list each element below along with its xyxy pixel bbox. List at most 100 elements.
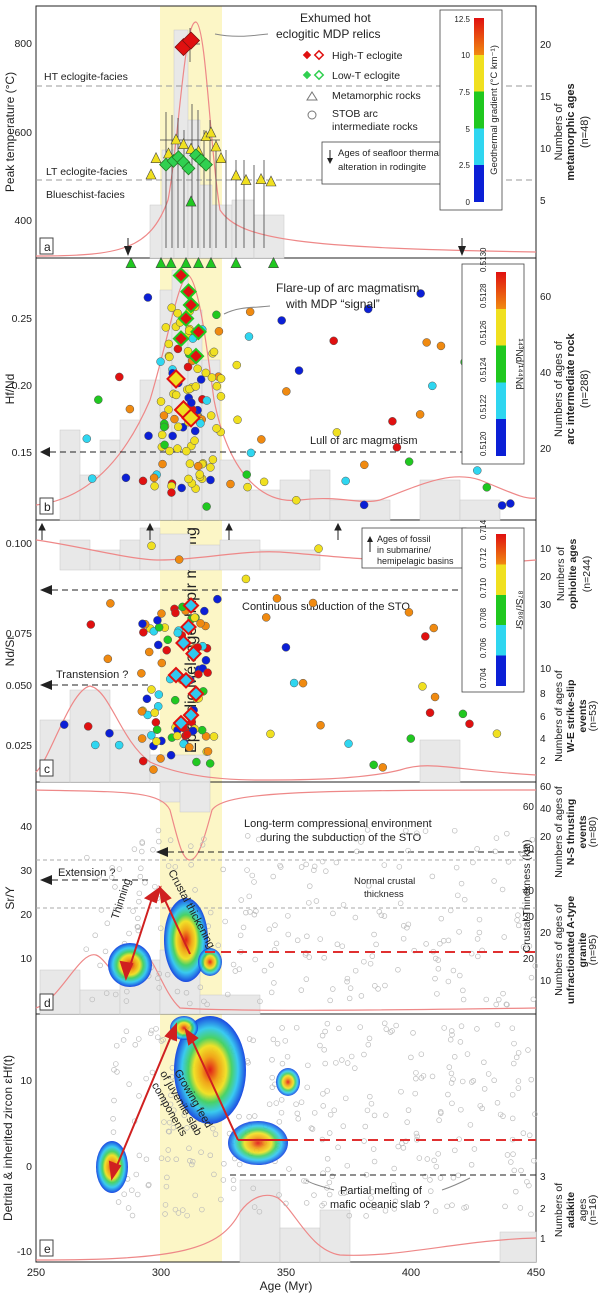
arc-rock-point	[233, 415, 242, 425]
sr-y-point	[298, 864, 305, 870]
ophiolite-point	[200, 606, 209, 616]
sr-y-point	[139, 840, 146, 846]
zircon-point	[170, 1124, 177, 1131]
sr-y-point	[313, 898, 320, 904]
panel-a-colorbar: 0 2.5 5 7.5 10 12.5 Geothermal gradient …	[439, 9, 503, 211]
sr-y-point	[167, 837, 174, 843]
sr-y-point	[515, 912, 521, 918]
sr-y-point	[474, 846, 480, 852]
metamorphic-point	[150, 151, 162, 163]
zircon-point	[269, 1057, 275, 1063]
sr-y-point	[225, 991, 231, 998]
zircon-point	[509, 1091, 516, 1098]
sr-y-point	[423, 941, 429, 947]
svg-text:0: 0	[466, 198, 471, 207]
sr-y-point	[432, 975, 438, 982]
arc-rock-point	[257, 435, 266, 444]
zircon-point	[515, 1085, 522, 1091]
svg-text:20: 20	[523, 954, 535, 965]
zircon-point	[192, 1192, 198, 1199]
svg-text:granite: granite	[577, 932, 589, 967]
zircon-point	[485, 1071, 492, 1077]
sr-y-point	[474, 936, 481, 942]
fossil-label-2: in submarine/	[377, 545, 432, 555]
metamorphic-point	[125, 256, 137, 268]
legend-thermal-2: alteration in rodingite	[338, 162, 426, 173]
svg-text:3: 3	[540, 1172, 546, 1183]
arc-rock-point	[182, 446, 191, 456]
arc-rock-point	[165, 352, 174, 362]
ophiolite-point	[316, 720, 325, 730]
metamorphic-point	[170, 133, 182, 145]
zircon-point	[448, 1028, 455, 1034]
zircon-point	[184, 1125, 190, 1131]
sr-y-point	[327, 997, 333, 1004]
sr-y-point	[354, 848, 360, 855]
arc-rock-point	[160, 440, 169, 450]
zircon-point	[324, 1020, 331, 1027]
low-t-eclogite-point	[182, 296, 200, 314]
zircon-point	[324, 1088, 330, 1094]
fossil-label-1: Ages of fossil	[377, 534, 431, 544]
zircon-point	[245, 1059, 251, 1066]
zircon-point	[494, 1100, 501, 1106]
sr-y-point	[323, 868, 329, 874]
zircon-point	[510, 1151, 516, 1157]
svg-text:60: 60	[540, 782, 552, 793]
continuous-label: Continuous subduction of the STO	[242, 601, 410, 613]
zircon-point	[319, 1202, 325, 1209]
ophiolite-point	[103, 654, 113, 664]
arc-rock-point	[161, 323, 171, 332]
panel-c-letter: c	[44, 762, 50, 776]
zircon-point	[153, 1026, 159, 1032]
svg-text:adakite: adakite	[565, 1192, 577, 1228]
zircon-point	[446, 1064, 453, 1070]
ophiolite-point	[203, 747, 213, 756]
zircon-point	[509, 1025, 516, 1031]
ophiolite-point	[86, 620, 96, 629]
zircon-point	[210, 1125, 216, 1132]
svg-text:0.20: 0.20	[12, 380, 33, 392]
zircon-point	[383, 1026, 390, 1032]
ylabel-c: Nd/Sr	[3, 636, 17, 667]
ophiolite-point	[344, 739, 353, 748]
arc-rock-point	[212, 381, 222, 391]
sr-y-point	[396, 864, 403, 870]
sr-y-point	[353, 836, 359, 842]
zircon-point	[113, 1061, 119, 1067]
arc-rock-point	[277, 316, 286, 325]
zircon-point	[450, 1175, 457, 1181]
arc-rock-point	[138, 476, 148, 486]
zircon-point	[427, 1177, 433, 1183]
ophiolite-point	[142, 694, 152, 704]
zircon-point	[515, 1078, 522, 1084]
sr-y-point	[268, 962, 274, 968]
zircon-point	[381, 1020, 388, 1027]
zircon-point	[319, 1032, 326, 1039]
compression-label-1: Long-term compressional environment	[244, 818, 432, 830]
zircon-point	[320, 1170, 326, 1176]
panel-c-colorbar-ramp	[496, 534, 506, 686]
svg-text:Numbers of: Numbers of	[555, 547, 567, 601]
arc-rock-point	[167, 488, 176, 497]
ophiolite-point	[205, 759, 215, 768]
sr-y-point	[344, 975, 351, 982]
sr-y-point	[438, 915, 445, 922]
low-t-eclogite-point	[182, 597, 200, 615]
sr-y-point	[197, 984, 204, 990]
zircon-point	[320, 1103, 326, 1109]
sr-y-point	[515, 922, 522, 929]
zircon-point	[469, 1079, 475, 1085]
zircon-point	[158, 1038, 165, 1044]
panel-a-annotation-1: Exhumed hot	[300, 11, 371, 25]
right-label-c1: Numbers of ophiolite ages	[555, 539, 579, 610]
arc-rock-point	[143, 293, 153, 302]
legend-stob-2: intermediate rocks	[332, 121, 418, 133]
ophiolite-point	[154, 640, 163, 650]
sr-y-point	[491, 878, 497, 884]
arc-rock-point	[158, 459, 167, 469]
ophiolite-point	[209, 732, 219, 741]
sr-y-point	[237, 932, 244, 939]
svg-text:Numbers of ages of: Numbers of ages of	[553, 670, 565, 762]
svg-text:Numbers of: Numbers of	[553, 1183, 565, 1237]
